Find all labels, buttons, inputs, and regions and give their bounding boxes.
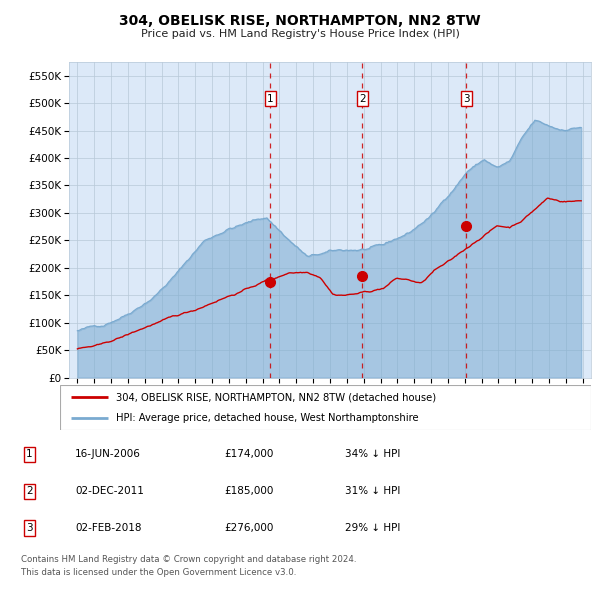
Text: 34% ↓ HPI: 34% ↓ HPI — [344, 450, 400, 460]
FancyBboxPatch shape — [60, 385, 591, 430]
Text: 31% ↓ HPI: 31% ↓ HPI — [344, 486, 400, 496]
Text: £276,000: £276,000 — [224, 523, 274, 533]
Text: This data is licensed under the Open Government Licence v3.0.: This data is licensed under the Open Gov… — [21, 568, 296, 577]
Text: 1: 1 — [26, 450, 33, 460]
Text: 304, OBELISK RISE, NORTHAMPTON, NN2 8TW (detached house): 304, OBELISK RISE, NORTHAMPTON, NN2 8TW … — [116, 392, 436, 402]
Text: Price paid vs. HM Land Registry's House Price Index (HPI): Price paid vs. HM Land Registry's House … — [140, 30, 460, 39]
Text: 3: 3 — [463, 94, 470, 104]
Text: £185,000: £185,000 — [224, 486, 274, 496]
Text: 29% ↓ HPI: 29% ↓ HPI — [344, 523, 400, 533]
Text: 02-DEC-2011: 02-DEC-2011 — [76, 486, 144, 496]
Text: 16-JUN-2006: 16-JUN-2006 — [76, 450, 141, 460]
Text: Contains HM Land Registry data © Crown copyright and database right 2024.: Contains HM Land Registry data © Crown c… — [21, 555, 356, 564]
Text: HPI: Average price, detached house, West Northamptonshire: HPI: Average price, detached house, West… — [116, 414, 418, 424]
Text: 02-FEB-2018: 02-FEB-2018 — [76, 523, 142, 533]
Text: 1: 1 — [267, 94, 274, 104]
Text: £174,000: £174,000 — [224, 450, 274, 460]
Text: 2: 2 — [359, 94, 365, 104]
Text: 3: 3 — [26, 523, 33, 533]
Text: 2: 2 — [26, 486, 33, 496]
Text: 304, OBELISK RISE, NORTHAMPTON, NN2 8TW: 304, OBELISK RISE, NORTHAMPTON, NN2 8TW — [119, 14, 481, 28]
